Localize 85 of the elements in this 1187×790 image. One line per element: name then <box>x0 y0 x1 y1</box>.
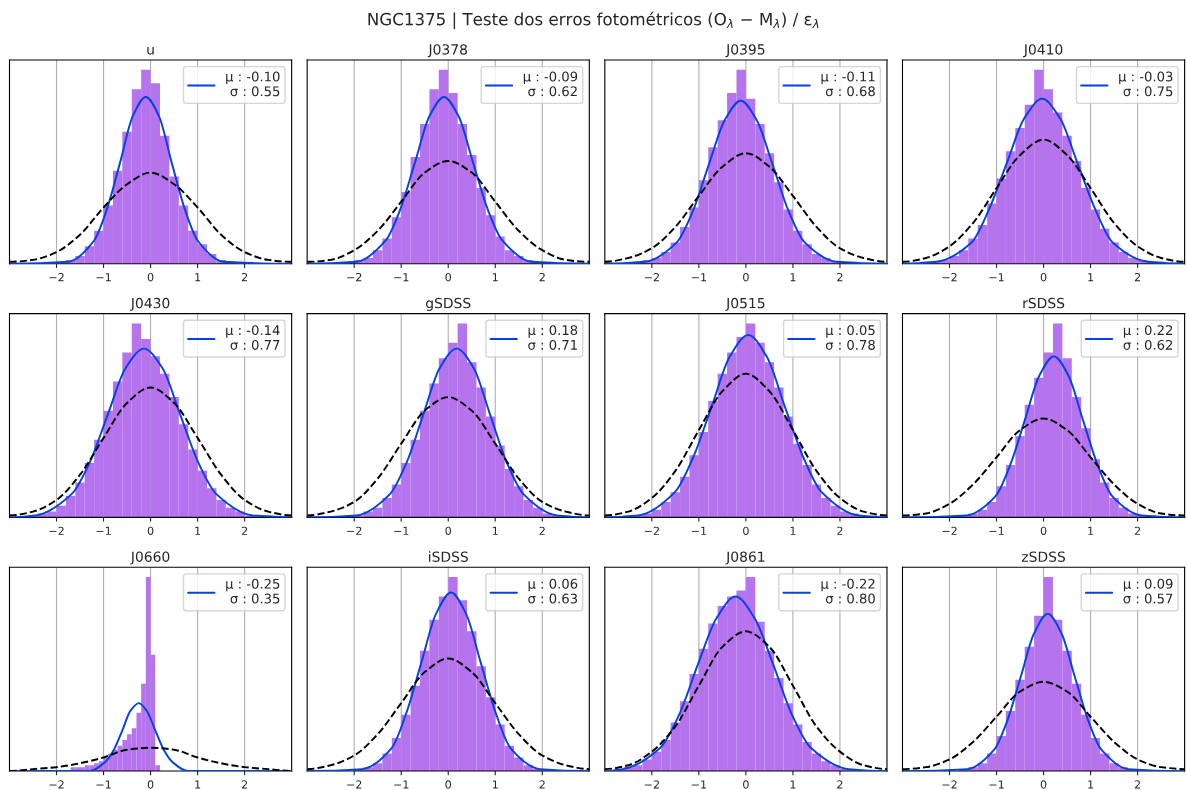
chart-title: J0378 <box>427 44 467 58</box>
legend-label: μ : -0.03 σ : 0.75 <box>1119 71 1173 97</box>
x-tick-label: 2 <box>539 780 545 789</box>
x-tick-label: 0 <box>743 526 749 536</box>
x-tick-label: −1 <box>691 273 707 282</box>
x-tick-label: −1 <box>394 526 409 535</box>
x-tick-label: 2 <box>837 780 843 789</box>
x-tick-label: 2 <box>539 272 545 282</box>
x-tick-label: −1 <box>989 273 1004 282</box>
chart-title: iSDSS <box>429 551 468 562</box>
chart-title: J0410 <box>1023 44 1063 58</box>
x-tick-label: −1 <box>394 780 409 789</box>
legend-label: μ : -0.25 σ : 0.35 <box>226 578 280 604</box>
x-tick-label: −1 <box>96 273 111 282</box>
x-tick-label: 2 <box>1134 526 1141 535</box>
x-tick-label: 2 <box>1134 272 1141 282</box>
x-tick-label: 1 <box>790 273 796 282</box>
chart-title: J0515 <box>725 297 765 311</box>
x-tick-label: 2 <box>241 526 248 535</box>
x-tick-label: 0 <box>743 272 749 282</box>
x-tick-label: 0 <box>147 526 154 536</box>
x-tick-label: 1 <box>492 273 498 282</box>
x-tick-label: 0 <box>147 780 154 789</box>
x-tick-label: −2 <box>347 526 362 535</box>
x-tick-label: 0 <box>1040 526 1047 536</box>
x-tick-label: −2 <box>644 526 659 535</box>
x-tick-label: −2 <box>347 272 362 282</box>
legend-label: μ : -0.10 σ : 0.55 <box>226 71 280 97</box>
x-tick-label: −1 <box>691 526 707 535</box>
legend-label: μ : -0.14 σ : 0.77 <box>226 325 280 350</box>
x-tick-label: 2 <box>1134 780 1141 789</box>
x-tick-label: 0 <box>743 780 749 789</box>
x-tick-label: 2 <box>241 780 248 789</box>
x-tick-label: 2 <box>837 526 843 535</box>
x-tick-label: −2 <box>49 272 64 282</box>
x-tick-label: −2 <box>49 780 64 789</box>
chart-title: rSDSS <box>1023 297 1065 309</box>
x-tick-label: 0 <box>147 272 154 282</box>
chart-title: J0395 <box>725 44 765 58</box>
x-tick-label: 1 <box>195 526 201 535</box>
x-tick-label: 1 <box>790 526 796 535</box>
x-tick-label: 1 <box>1088 780 1094 789</box>
x-tick-label: 0 <box>445 272 452 282</box>
chart-title: J0861 <box>725 551 765 565</box>
x-tick-label: −1 <box>96 526 111 535</box>
x-tick-label: 1 <box>195 780 201 789</box>
chart-title: gSDSS <box>426 297 471 312</box>
chart-title: zSDSS <box>1021 551 1065 562</box>
x-tick-label: −1 <box>691 780 707 789</box>
chart-title: J0430 <box>130 297 170 311</box>
x-tick-label: 1 <box>1088 526 1094 535</box>
legend-label: μ : -0.11 σ : 0.68 <box>821 71 875 97</box>
legend-label: μ : -0.22 σ : 0.80 <box>821 578 875 604</box>
chart-title: u <box>147 46 154 55</box>
legend-label: μ : 0.06 σ : 0.63 <box>528 578 578 604</box>
chart-title: J0660 <box>130 551 170 565</box>
x-tick-label: −2 <box>942 780 957 789</box>
x-tick-label: −1 <box>989 526 1004 535</box>
x-tick-label: 2 <box>539 526 545 535</box>
x-tick-label: 2 <box>837 272 843 282</box>
legend-label: μ : 0.22 σ : 0.62 <box>1123 325 1173 350</box>
legend-label: μ : -0.09 σ : 0.62 <box>523 71 578 97</box>
x-tick-label: 1 <box>492 526 498 535</box>
x-tick-label: 1 <box>195 273 201 282</box>
legend-label: μ : 0.09 σ : 0.57 <box>1123 578 1173 604</box>
x-tick-label: 0 <box>1040 780 1047 789</box>
legend-label: μ : 0.05 σ : 0.78 <box>825 325 875 350</box>
x-tick-label: −2 <box>49 526 64 535</box>
x-tick-label: −2 <box>942 526 957 535</box>
x-tick-label: −1 <box>989 780 1004 789</box>
x-tick-label: 1 <box>492 780 498 789</box>
text: NGC1375 | Teste dos erros fotométricos (O$_{λ}$ − M$_{λ}$) / ε$_{λ}$ <box>368 11 819 30</box>
x-tick-label: −2 <box>644 780 659 789</box>
x-tick-label: 0 <box>445 780 452 789</box>
x-tick-label: −1 <box>96 780 111 789</box>
x-tick-label: −1 <box>394 273 409 282</box>
x-tick-label: −2 <box>347 780 362 789</box>
x-tick-label: 1 <box>1088 273 1094 282</box>
x-tick-label: 0 <box>1040 272 1047 282</box>
x-tick-label: −2 <box>942 272 957 282</box>
x-tick-label: 1 <box>790 780 796 789</box>
x-tick-label: 0 <box>445 526 452 536</box>
legend-label: μ : 0.18 σ : 0.71 <box>528 325 578 350</box>
x-tick-label: 2 <box>241 272 248 282</box>
x-tick-label: −2 <box>644 272 659 282</box>
